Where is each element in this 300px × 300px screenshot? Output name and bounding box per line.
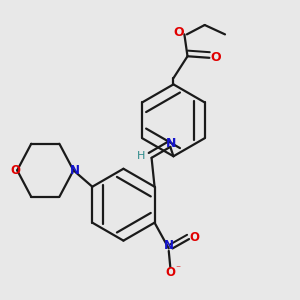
Text: ⁻: ⁻ [176, 265, 181, 275]
Text: O: O [165, 266, 175, 279]
Text: O: O [210, 51, 221, 64]
Text: H: H [136, 151, 145, 161]
Text: N: N [70, 164, 80, 177]
Text: N: N [166, 136, 176, 150]
Text: O: O [190, 231, 200, 244]
Text: O: O [11, 164, 21, 177]
Text: O: O [173, 26, 184, 39]
Text: N: N [164, 239, 174, 252]
